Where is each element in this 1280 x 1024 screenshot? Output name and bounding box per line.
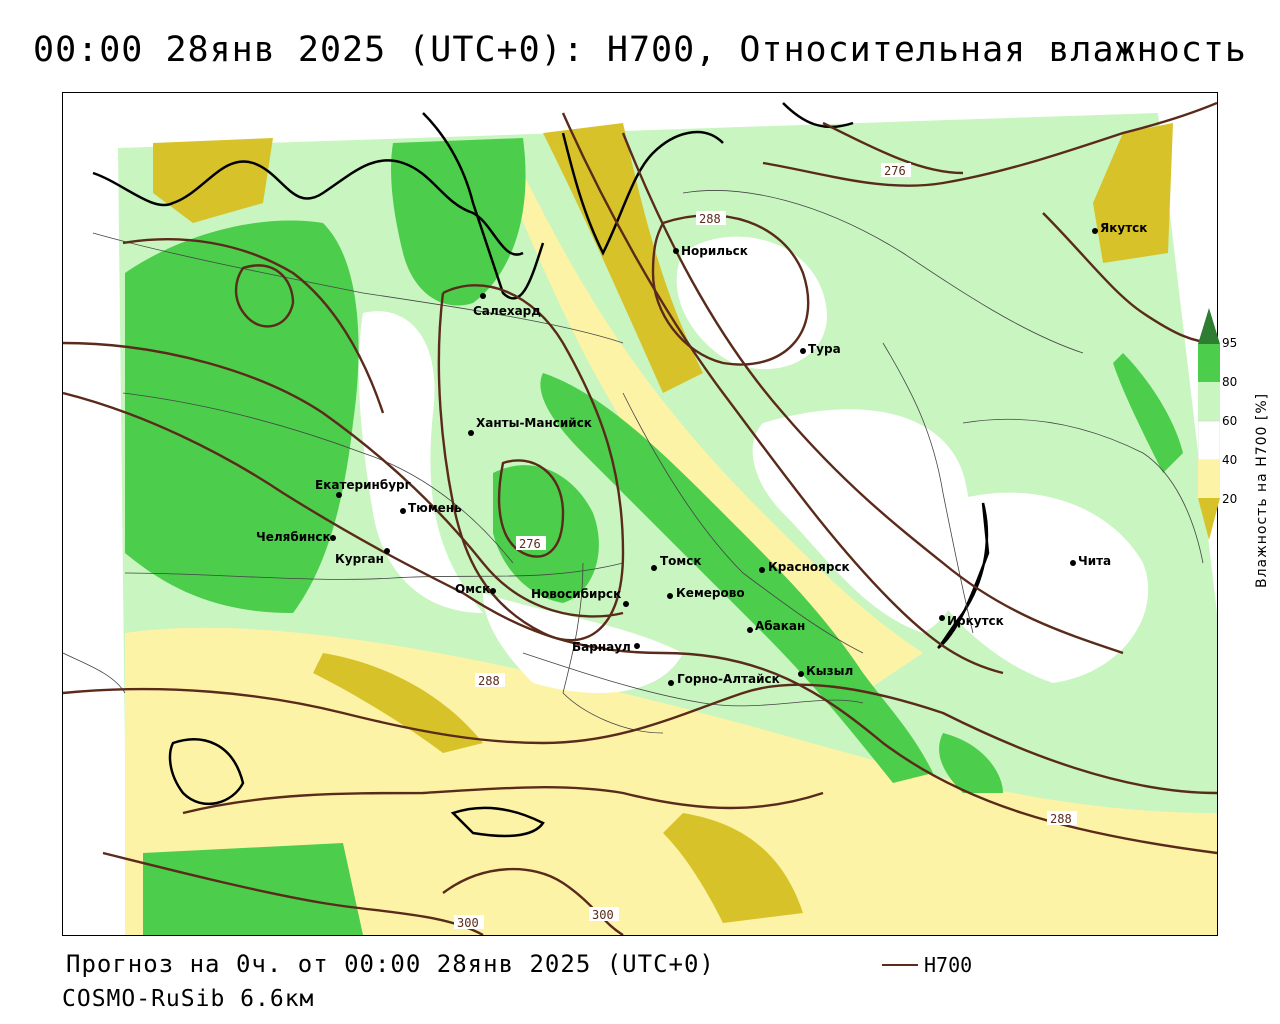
city-label: Новосибирск xyxy=(531,587,621,601)
city-label: Чита xyxy=(1078,554,1111,568)
city-label: Норильск xyxy=(681,244,748,258)
colorbar-segment-40-60 xyxy=(1197,420,1221,461)
city-label: Тюмень xyxy=(408,501,462,515)
contour-label: 276 xyxy=(884,164,906,178)
city-label: Омск xyxy=(455,582,490,596)
city-label: Челябинск xyxy=(256,530,331,544)
city-label: Кызыл xyxy=(806,664,853,678)
contour-label: 288 xyxy=(699,212,721,226)
colorbar-segment-20-40 xyxy=(1198,460,1220,498)
city-label: Салехард xyxy=(473,304,541,318)
h700-contours xyxy=(63,101,1217,935)
colorbar-segment-above-95 xyxy=(1198,308,1220,344)
humidity-colorbar xyxy=(1197,308,1221,540)
colorbar-segment-80-95 xyxy=(1198,344,1220,382)
map-title: 00:00 28янв 2025 (UTC+0): H700, Относите… xyxy=(33,30,1247,70)
h700-legend-swatch xyxy=(882,964,918,966)
city-label: Иркутск xyxy=(947,614,1004,628)
city-label: Абакан xyxy=(755,619,805,633)
city-markers: Салехард Норильск Якутск Тура Ханты-Манс… xyxy=(256,221,1147,686)
h700-legend-label: H700 xyxy=(924,953,973,977)
colorbar-tick: 60 xyxy=(1222,414,1238,428)
city-label: Красноярск xyxy=(768,560,850,574)
city-label: Екатеринбург xyxy=(315,478,411,492)
humidity-map: 276 288 276 288 288 300 300 Салехард Нор… xyxy=(62,92,1218,936)
model-name: COSMO-RuSib 6.6км xyxy=(62,986,315,1012)
forecast-info: Прогноз на 0ч. от 00:00 28янв 2025 (UTC+… xyxy=(66,950,715,978)
city-label: Барнаул xyxy=(572,640,631,654)
city-label: Горно-Алтайск xyxy=(677,672,780,686)
colorbar-segment-60-80 xyxy=(1198,382,1220,421)
contour-label: 300 xyxy=(457,916,479,930)
colorbar-tick: 20 xyxy=(1222,492,1238,506)
city-label: Кемерово xyxy=(676,586,745,600)
colorbar-title: Влажность на H700 [%] xyxy=(1254,392,1270,588)
city-label: Якутск xyxy=(1100,221,1147,235)
colorbar-tick: 95 xyxy=(1222,336,1238,350)
city-label: Тура xyxy=(808,342,841,356)
geography-layer xyxy=(63,102,1204,838)
colorbar-tick: 40 xyxy=(1222,453,1238,467)
colorbar-tick: 80 xyxy=(1222,375,1238,389)
contour-label: 288 xyxy=(1050,812,1072,826)
colorbar-segment-below-20 xyxy=(1198,498,1220,540)
contour-label: 288 xyxy=(478,674,500,688)
contour-label: 276 xyxy=(519,537,541,551)
city-label: Курган xyxy=(335,552,384,566)
city-label: Томск xyxy=(660,554,702,568)
contour-labels: 276 288 276 288 288 300 300 xyxy=(454,163,1077,930)
contour-label: 300 xyxy=(592,908,614,922)
humidity-fill-layer xyxy=(118,113,1217,935)
city-label: Ханты-Мансийск xyxy=(476,416,592,430)
